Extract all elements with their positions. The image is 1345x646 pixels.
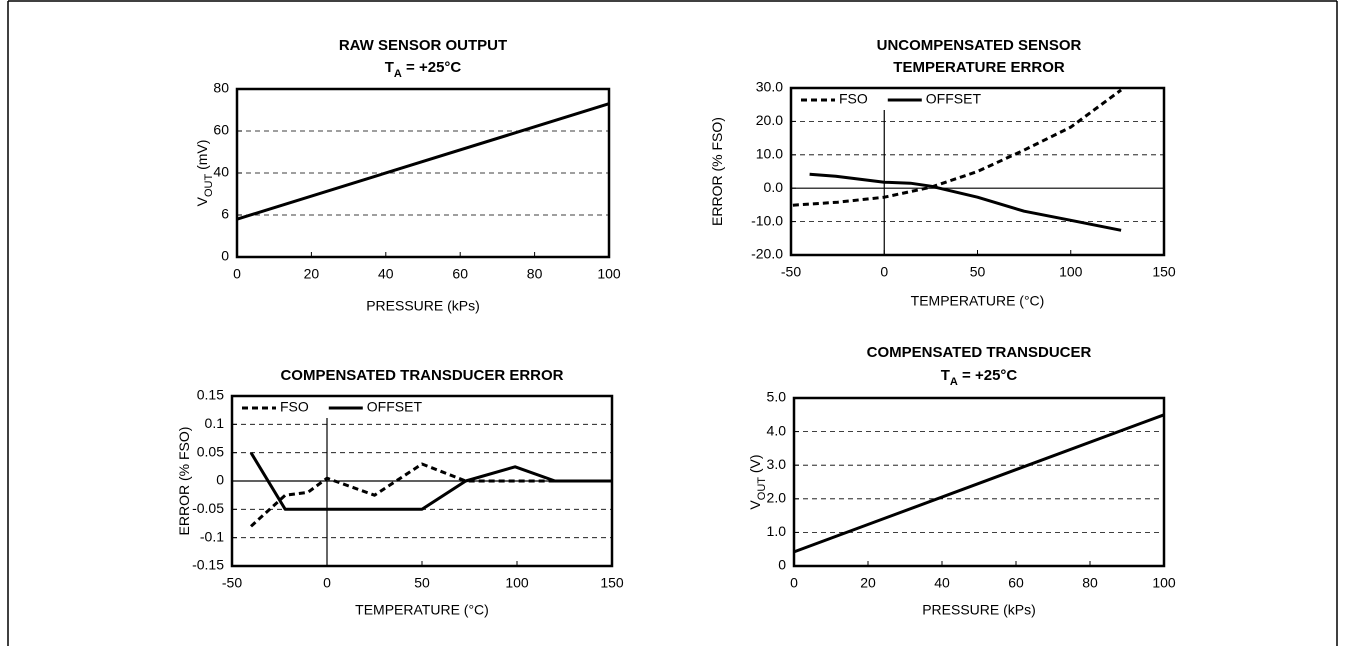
x-tick-label: 20 <box>304 266 320 282</box>
series-line <box>249 462 612 528</box>
plot-frame <box>235 87 611 259</box>
y-tick-label: 0.0 <box>764 179 784 195</box>
series-line <box>793 413 1165 554</box>
x-tick-label: 0 <box>323 575 331 591</box>
x-tick-label: 0 <box>880 264 888 280</box>
text-part: = +25°C <box>958 367 1018 384</box>
text-part: OUT <box>203 174 215 198</box>
y-tick-label: 40 <box>213 164 229 180</box>
chart-title: RAW SENSOR OUTPUT <box>339 37 507 54</box>
y-tick-label: 0 <box>216 472 224 488</box>
x-tick-label: 80 <box>527 266 543 282</box>
y-tick-label: -10.0 <box>751 212 783 228</box>
x-tick-label: 80 <box>1082 575 1098 591</box>
text-part: (V) <box>747 454 763 477</box>
y-tick-label: 6 <box>221 206 229 222</box>
x-tick-label: -50 <box>781 264 801 280</box>
chart-title: COMPENSATED TRANSDUCER ERROR <box>280 367 563 384</box>
y-tick-label: 30.0 <box>756 79 783 95</box>
y-tick-label: 0 <box>778 557 786 573</box>
y-axis-label: VOUT (mV) <box>194 140 215 207</box>
chart-title: COMPENSATED TRANSDUCER <box>867 344 1092 361</box>
y-tick-label: 1.0 <box>767 523 787 539</box>
plot-frame <box>230 394 614 568</box>
text-part: V <box>194 196 210 206</box>
x-axis-label: PRESSURE (kPs) <box>922 602 1036 618</box>
x-tick-label: 60 <box>452 266 468 282</box>
y-tick-label: 3.0 <box>767 456 787 472</box>
y-tick-label: 80 <box>213 80 229 96</box>
y-tick-label: -20.0 <box>751 246 783 262</box>
x-tick-label: 0 <box>790 575 798 591</box>
legend-label: FSO <box>839 91 868 107</box>
chart-subtitle: TA = +25°C <box>385 59 462 80</box>
text-part: ERROR (% FSO) <box>176 427 192 536</box>
chart-title: UNCOMPENSATED SENSOR <box>877 37 1082 54</box>
text-part: A <box>950 376 958 388</box>
series-line <box>792 88 1122 207</box>
y-axis-label: ERROR (% FSO) <box>176 427 192 536</box>
text-part: A <box>394 68 402 80</box>
x-tick-label: 40 <box>934 575 950 591</box>
y-tick-label: 0 <box>221 248 229 264</box>
y-axis-label: VOUT (V) <box>747 454 768 509</box>
x-tick-label: 100 <box>597 266 621 282</box>
x-tick-label: 150 <box>1152 264 1176 280</box>
legend-label: FSO <box>280 399 309 415</box>
y-tick-label: 10.0 <box>756 146 783 162</box>
x-axis-label: PRESSURE (kPs) <box>366 298 480 314</box>
plot-frame <box>789 86 1166 257</box>
y-tick-label: -0.15 <box>192 557 224 573</box>
x-axis-label: TEMPERATURE (°C) <box>911 293 1045 309</box>
y-tick-label: -0.1 <box>200 528 224 544</box>
x-tick-label: 100 <box>1059 264 1083 280</box>
text-part: V <box>747 500 763 510</box>
y-tick-label: 2.0 <box>767 490 787 506</box>
y-tick-label: 0.1 <box>205 415 225 431</box>
series-line <box>249 451 612 511</box>
series-line <box>236 102 610 221</box>
text-part: (mV) <box>194 140 210 174</box>
y-axis-label: ERROR (% FSO) <box>709 117 725 226</box>
x-tick-label: 100 <box>1152 575 1176 591</box>
x-tick-label: 50 <box>970 264 986 280</box>
chart-title: TEMPERATURE ERROR <box>893 59 1065 76</box>
chart-subtitle: TA = +25°C <box>941 367 1018 388</box>
text-part: = +25°C <box>402 59 462 76</box>
y-tick-label: 4.0 <box>767 422 787 438</box>
y-tick-label: 20.0 <box>756 112 783 128</box>
legend-label: OFFSET <box>367 399 423 415</box>
x-tick-label: 150 <box>600 575 624 591</box>
x-tick-label: -50 <box>222 575 242 591</box>
plot-frame <box>792 396 1166 568</box>
x-tick-label: 40 <box>378 266 394 282</box>
x-axis-label: TEMPERATURE (°C) <box>355 602 489 618</box>
x-tick-label: 60 <box>1008 575 1024 591</box>
text-part: ERROR (% FSO) <box>709 117 725 226</box>
text-part: OUT <box>756 477 768 501</box>
y-tick-label: 0.15 <box>197 387 224 403</box>
legend-label: OFFSET <box>926 91 982 107</box>
series-line <box>809 172 1122 232</box>
y-tick-label: 0.05 <box>197 443 224 459</box>
text-part: T <box>941 367 950 384</box>
y-tick-label: -0.05 <box>192 500 224 516</box>
x-tick-label: 50 <box>414 575 430 591</box>
y-tick-label: 60 <box>213 122 229 138</box>
y-tick-label: 5.0 <box>767 389 787 405</box>
x-tick-label: 100 <box>505 575 529 591</box>
x-tick-label: 20 <box>860 575 876 591</box>
text-part: T <box>385 59 394 76</box>
x-tick-label: 0 <box>233 266 241 282</box>
